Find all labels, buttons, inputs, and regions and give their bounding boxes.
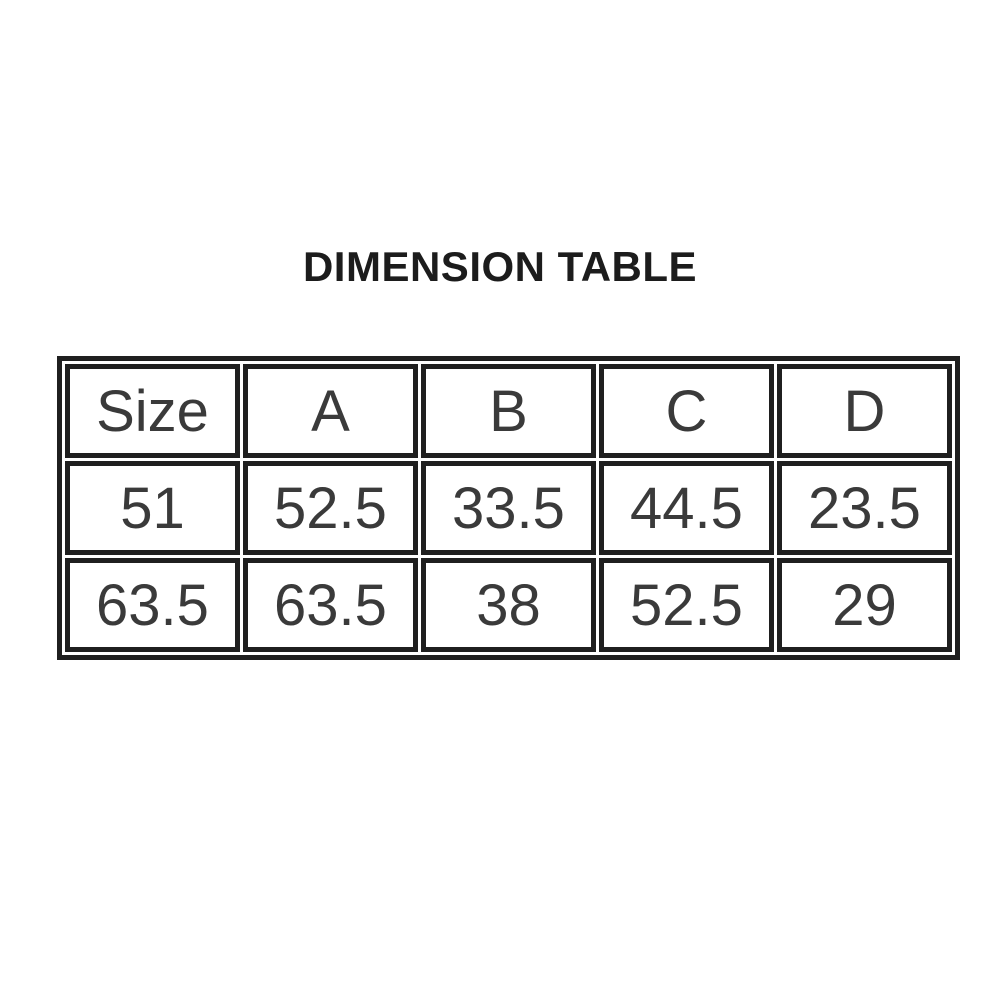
- header-cell-size: Size: [65, 364, 240, 458]
- table-cell: 44.5: [599, 461, 774, 555]
- header-cell-a: A: [243, 364, 418, 458]
- table-cell: 52.5: [243, 461, 418, 555]
- table-cell: 23.5: [777, 461, 952, 555]
- table-cell: 51: [65, 461, 240, 555]
- header-cell-d: D: [777, 364, 952, 458]
- dimension-table-container: Size A B C D 51 52.5 33.5 44.5 23.5 63.5…: [57, 356, 960, 660]
- table-cell: 33.5: [421, 461, 596, 555]
- dimension-table: Size A B C D 51 52.5 33.5 44.5 23.5 63.5…: [57, 356, 960, 660]
- header-row: Size A B C D: [65, 364, 952, 458]
- table-cell: 63.5: [243, 558, 418, 652]
- table-row: 51 52.5 33.5 44.5 23.5: [65, 461, 952, 555]
- table-row: 63.5 63.5 38 52.5 29: [65, 558, 952, 652]
- header-cell-c: C: [599, 364, 774, 458]
- table-cell: 38: [421, 558, 596, 652]
- header-cell-b: B: [421, 364, 596, 458]
- page-title: DIMENSION TABLE: [302, 243, 698, 290]
- table-cell: 52.5: [599, 558, 774, 652]
- table-cell: 63.5: [65, 558, 240, 652]
- table-cell: 29: [777, 558, 952, 652]
